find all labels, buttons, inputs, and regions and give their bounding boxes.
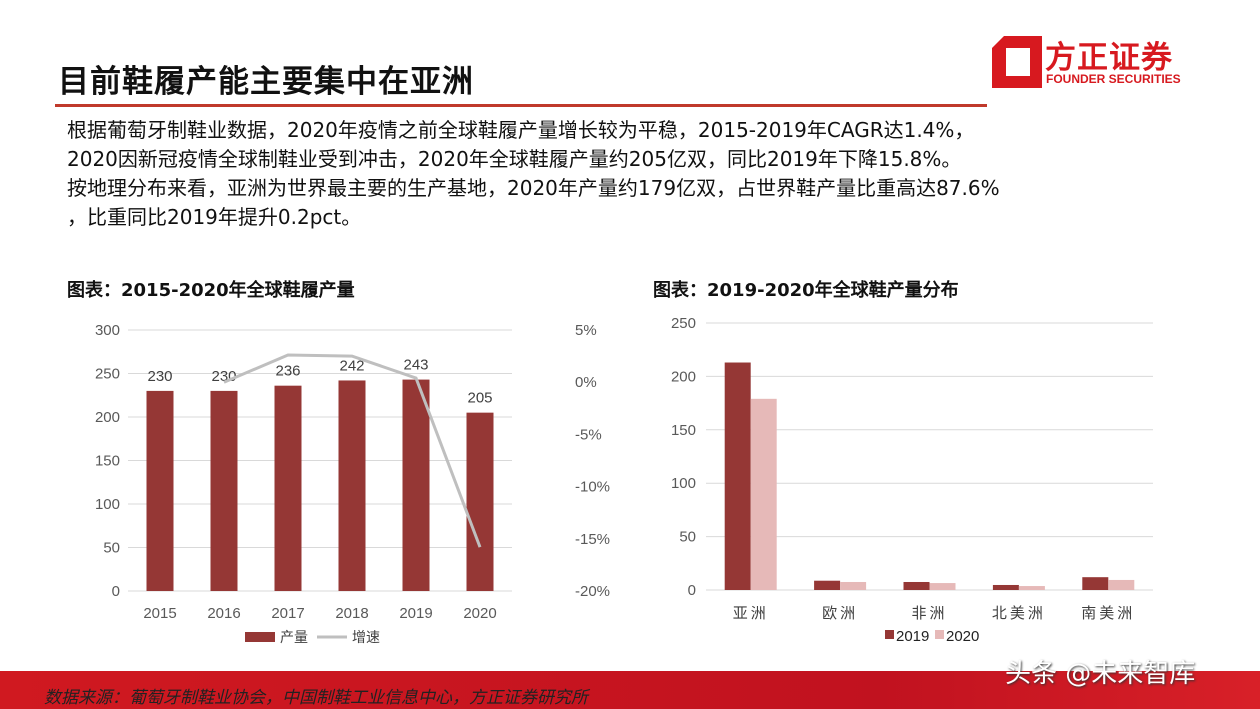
x-axis-tick: 南美洲 bbox=[1081, 605, 1135, 622]
summary-line: 根据葡萄牙制鞋业数据，2020年疫情之前全球鞋履产量增长较为平稳，2015-20… bbox=[67, 118, 975, 142]
x-axis-tick: 2019 bbox=[399, 605, 432, 622]
bar-2020 bbox=[750, 398, 777, 590]
bar-data-label: 205 bbox=[467, 390, 492, 407]
logo-text-cn: 方正证券 bbox=[1045, 40, 1173, 76]
bar-2020 bbox=[1018, 586, 1045, 590]
y-axis-tick: 200 bbox=[671, 368, 696, 385]
summary-line: 2020因新冠疫情全球制鞋业受到冲击，2020年全球鞋履产量约205亿双，同比2… bbox=[67, 147, 962, 171]
summary-line: ，比重同比2019年提升0.2pct。 bbox=[67, 205, 362, 229]
left-axis-tick: 100 bbox=[95, 496, 120, 513]
legend-label: 产量 bbox=[280, 629, 308, 645]
right-axis-tick: 5% bbox=[575, 322, 597, 339]
right-axis-tick: -20% bbox=[575, 583, 610, 600]
bar-data-label: 242 bbox=[339, 357, 364, 374]
legend-label: 2020 bbox=[946, 628, 979, 645]
x-axis-tick: 非洲 bbox=[911, 605, 947, 622]
legend-swatch bbox=[885, 630, 894, 639]
bar-production bbox=[338, 380, 366, 591]
right-axis-tick: 0% bbox=[575, 374, 597, 391]
bar-2020 bbox=[929, 583, 956, 590]
legend-label: 2019 bbox=[896, 628, 929, 645]
title-divider bbox=[55, 104, 987, 107]
left-axis-tick: 150 bbox=[95, 453, 120, 470]
y-axis-tick: 100 bbox=[671, 475, 696, 492]
logo-mark-icon bbox=[992, 36, 1042, 88]
bar-data-label: 243 bbox=[403, 357, 428, 374]
x-axis-tick: 欧洲 bbox=[822, 605, 858, 622]
x-axis-tick: 北美洲 bbox=[992, 605, 1046, 622]
x-axis-tick: 2016 bbox=[207, 605, 240, 622]
distribution-chart: 0 50 100 150 200 250 亚洲 欧洲 非洲 北美洲 南美洲 2019 2020 bbox=[671, 315, 1153, 645]
y-axis-tick: 0 bbox=[688, 582, 696, 599]
footer-bar bbox=[0, 671, 1260, 709]
chart2-title: 图表：2019-2020年全球鞋产量分布 bbox=[653, 280, 959, 301]
bar-production bbox=[466, 412, 494, 591]
x-axis-tick: 2017 bbox=[271, 605, 304, 622]
right-axis-tick: -15% bbox=[575, 531, 610, 548]
data-source: 数据来源：葡萄牙制鞋业协会，中国制鞋工业信息中心，方正证券研究所 bbox=[44, 688, 588, 708]
bar-2019 bbox=[1082, 577, 1109, 590]
legend-label: 增速 bbox=[352, 629, 380, 645]
left-axis-tick: 0 bbox=[112, 583, 120, 600]
bar-data-label: 230 bbox=[211, 368, 236, 385]
bar-2020 bbox=[1108, 579, 1135, 590]
bar-2019 bbox=[992, 584, 1019, 590]
bar-2019 bbox=[903, 581, 930, 590]
production-chart: 0 50 100 150 200 250 300 -20% -15% -10% -5% 0% 5% 230… bbox=[95, 322, 610, 645]
bar-data-label: 230 bbox=[147, 368, 172, 385]
watermark: 头条 @未来智库 bbox=[1005, 659, 1196, 689]
right-axis-tick: -5% bbox=[575, 426, 602, 443]
summary-text: 根据葡萄牙制鞋业数据，2020年疫情之前全球鞋履产量增长较为平稳，2015-20… bbox=[67, 116, 1217, 232]
summary-line: 按地理分布来看，亚洲为世界最主要的生产基地，2020年产量约179亿双，占世界鞋… bbox=[67, 176, 1000, 200]
bar-2019 bbox=[814, 580, 841, 590]
bar-production bbox=[210, 390, 238, 591]
bar-2020 bbox=[840, 581, 867, 590]
left-axis-tick: 200 bbox=[95, 409, 120, 426]
bar-production bbox=[274, 385, 302, 591]
logo-text-en: FOUNDER SECURITIES bbox=[1046, 72, 1181, 86]
legend-swatch bbox=[935, 630, 944, 639]
chart1-title: 图表：2015-2020年全球鞋履产量 bbox=[67, 280, 355, 301]
bar-2019 bbox=[724, 362, 751, 590]
left-axis-tick: 250 bbox=[95, 366, 120, 383]
growth-line bbox=[223, 353, 482, 548]
x-axis-tick: 2015 bbox=[143, 605, 176, 622]
y-axis-tick: 250 bbox=[671, 315, 696, 332]
x-axis-tick: 亚洲 bbox=[733, 605, 769, 622]
right-axis-tick: -10% bbox=[575, 479, 610, 496]
x-axis-tick: 2018 bbox=[335, 605, 368, 622]
bar-data-label: 236 bbox=[275, 363, 300, 380]
founder-securities-logo: 方正证券 FOUNDER SECURITIES bbox=[990, 30, 1200, 90]
y-axis-tick: 150 bbox=[671, 422, 696, 439]
bar-production bbox=[402, 379, 430, 591]
legend-swatch-production bbox=[245, 632, 275, 642]
page-title: 目前鞋履产能主要集中在亚洲 bbox=[58, 64, 474, 100]
bar-production bbox=[146, 390, 174, 591]
y-axis-tick: 50 bbox=[679, 529, 696, 546]
x-axis-tick: 2020 bbox=[463, 605, 496, 622]
left-axis-tick: 50 bbox=[103, 540, 120, 557]
left-axis-tick: 300 bbox=[95, 322, 120, 339]
